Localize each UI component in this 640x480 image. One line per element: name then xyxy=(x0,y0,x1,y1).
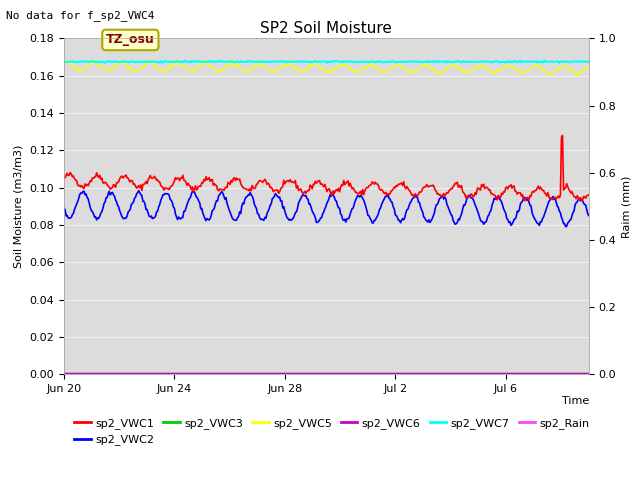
Text: Time: Time xyxy=(561,396,589,406)
Y-axis label: Soil Moisture (m3/m3): Soil Moisture (m3/m3) xyxy=(14,144,24,268)
Legend: sp2_VWC1, sp2_VWC2, sp2_VWC3, sp2_VWC5, sp2_VWC6, sp2_VWC7, sp2_Rain: sp2_VWC1, sp2_VWC2, sp2_VWC3, sp2_VWC5, … xyxy=(70,414,595,450)
Title: SP2 Soil Moisture: SP2 Soil Moisture xyxy=(260,21,392,36)
Text: No data for f_sp2_VWC4: No data for f_sp2_VWC4 xyxy=(6,10,155,21)
Y-axis label: Raim (mm): Raim (mm) xyxy=(622,175,632,238)
Text: TZ_osu: TZ_osu xyxy=(106,34,155,47)
